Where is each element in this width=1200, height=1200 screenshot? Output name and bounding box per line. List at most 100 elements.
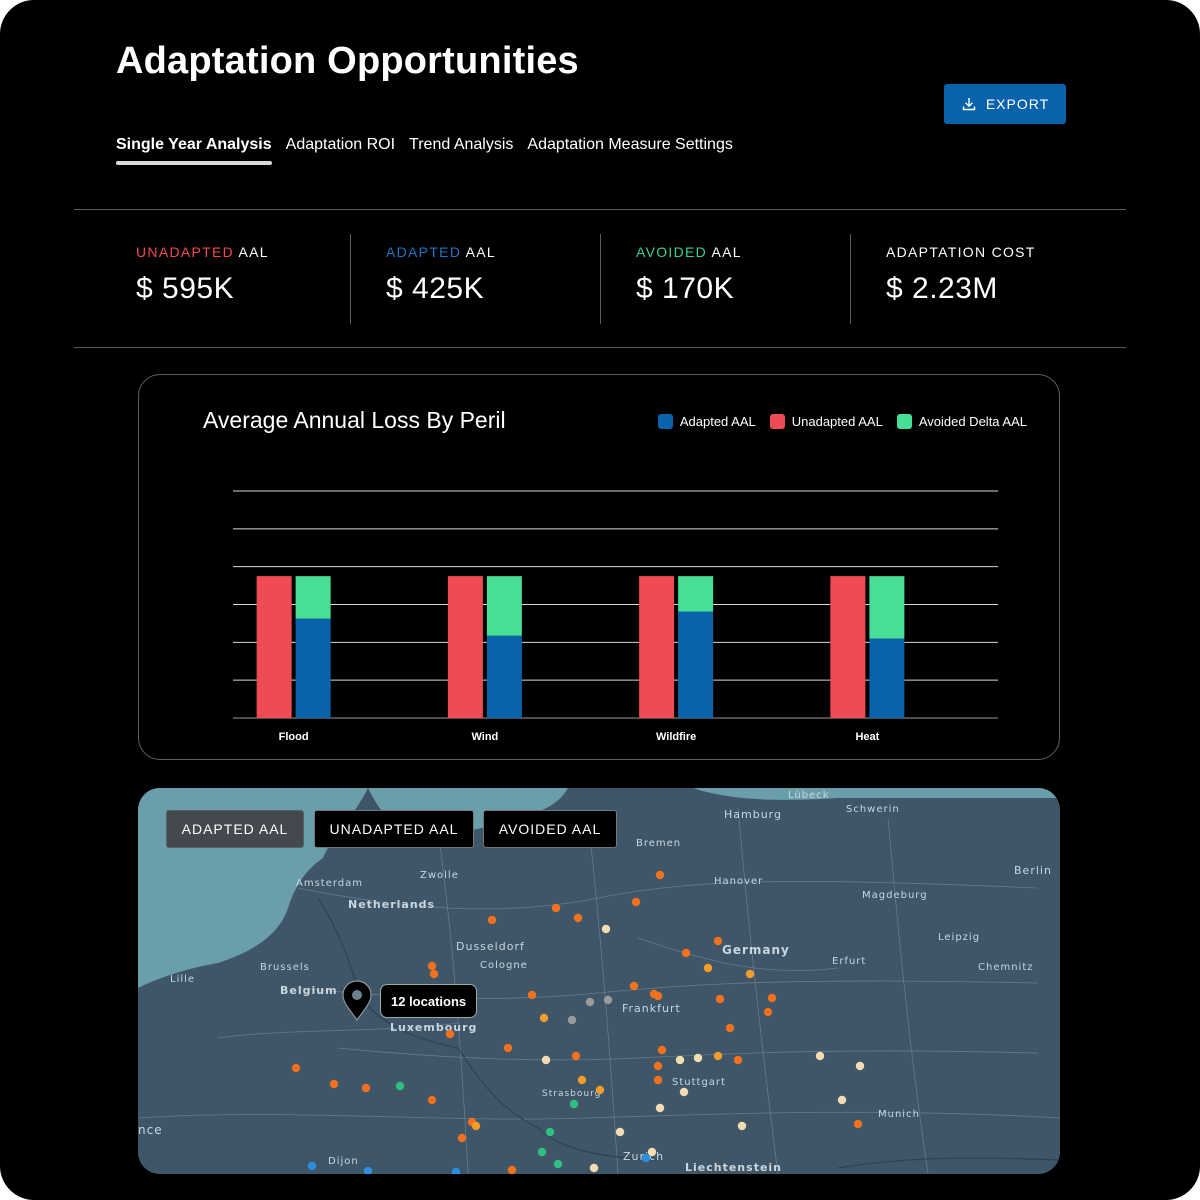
location-marker[interactable] — [681, 948, 691, 958]
location-marker[interactable] — [567, 1015, 577, 1025]
page-title: Adaptation Opportunities — [116, 40, 579, 82]
location-marker[interactable] — [551, 903, 561, 913]
location-marker[interactable] — [657, 1045, 667, 1055]
bar-avoided-flood[interactable] — [295, 576, 331, 619]
location-marker[interactable] — [655, 1103, 665, 1113]
tab-adaptation-measure-settings[interactable]: Adaptation Measure Settings — [527, 136, 733, 153]
adapted-aal-toggle[interactable]: ADAPTED AAL — [166, 810, 304, 848]
location-marker[interactable] — [457, 1133, 467, 1143]
unadapted-aal-toggle[interactable]: UNADAPTED AAL — [314, 810, 474, 848]
location-marker[interactable] — [329, 1079, 339, 1089]
location-marker[interactable] — [451, 1167, 461, 1174]
location-marker[interactable] — [503, 1043, 513, 1053]
location-marker[interactable] — [553, 1159, 563, 1169]
location-marker[interactable] — [767, 993, 777, 1003]
legend-item-adapted[interactable]: Adapted AAL — [657, 414, 756, 429]
map-label: Hanover — [714, 876, 763, 887]
location-marker[interactable] — [837, 1095, 847, 1105]
location-marker[interactable] — [653, 1075, 663, 1085]
location-pin-icon[interactable] — [340, 980, 374, 1027]
tab-adaptation-roi[interactable]: Adaptation ROI — [285, 136, 396, 153]
bar-avoided-wind[interactable] — [486, 576, 522, 636]
avoided-aal-toggle[interactable]: AVOIDED AAL — [483, 810, 617, 848]
location-marker[interactable] — [703, 963, 713, 973]
tab-single-year-analysis[interactable]: Single Year Analysis — [116, 136, 272, 165]
location-marker[interactable] — [571, 1051, 581, 1061]
location-marker[interactable] — [589, 1163, 599, 1173]
location-marker[interactable] — [569, 1099, 579, 1109]
location-marker[interactable] — [603, 995, 613, 1005]
location-marker[interactable] — [595, 1085, 605, 1095]
location-marker[interactable] — [737, 1121, 747, 1131]
legend-item-unadapted[interactable]: Unadapted AAL — [769, 414, 883, 429]
location-marker[interactable] — [361, 1083, 371, 1093]
map-label: Amsterdam — [296, 878, 363, 889]
location-marker[interactable] — [537, 1147, 547, 1157]
map-canvas[interactable]: Lübeck Schwerin Hamburg Bremen Berlin Amsterd… — [138, 788, 1060, 1174]
location-marker[interactable] — [445, 1029, 455, 1039]
borders — [317, 897, 1060, 1169]
location-marker[interactable] — [291, 1063, 301, 1073]
tab-trend-analysis[interactable]: Trend Analysis — [409, 136, 514, 153]
location-marker[interactable] — [615, 1127, 625, 1137]
location-marker[interactable] — [693, 1053, 703, 1063]
location-marker[interactable] — [641, 1153, 651, 1163]
loss-by-peril-chart: Flood Wind Wildfire Heat Average Annual Los… — [138, 374, 1060, 760]
location-marker[interactable] — [427, 961, 437, 971]
export-button[interactable]: EXPORT — [944, 84, 1066, 124]
locations-map[interactable]: Lübeck Schwerin Hamburg Bremen Berlin Amsterd… — [138, 788, 1060, 1174]
location-marker[interactable] — [745, 969, 755, 979]
location-marker[interactable] — [541, 1055, 551, 1065]
map-label: Liechtenstein — [685, 1161, 782, 1174]
location-marker[interactable] — [539, 1013, 549, 1023]
location-marker[interactable] — [585, 997, 595, 1007]
stat-value: $ 425K — [386, 272, 485, 305]
bar-adapted-wildfire[interactable] — [678, 611, 714, 718]
bar-unadapted-wind[interactable] — [447, 576, 483, 718]
location-marker[interactable] — [577, 1075, 587, 1085]
map-label: Lille — [170, 974, 195, 985]
map-label: Frankfurt — [622, 1002, 681, 1015]
location-marker[interactable] — [653, 1061, 663, 1071]
location-marker[interactable] — [507, 1165, 517, 1174]
location-marker[interactable] — [679, 1087, 689, 1097]
bar-adapted-wind[interactable] — [486, 635, 522, 718]
location-marker[interactable] — [429, 969, 439, 979]
location-marker[interactable] — [427, 1095, 437, 1105]
location-marker[interactable] — [471, 1121, 481, 1131]
location-marker[interactable] — [363, 1166, 373, 1174]
bar-avoided-wildfire[interactable] — [678, 576, 714, 612]
location-marker[interactable] — [713, 936, 723, 946]
location-marker[interactable] — [647, 1147, 657, 1157]
location-marker[interactable] — [815, 1051, 825, 1061]
location-marker[interactable] — [763, 1007, 773, 1017]
location-marker[interactable] — [675, 1055, 685, 1065]
map-label: Magdeburg — [862, 890, 928, 901]
bar-unadapted-heat[interactable] — [830, 576, 866, 718]
location-marker[interactable] — [601, 924, 611, 934]
location-marker[interactable] — [527, 990, 537, 1000]
location-marker[interactable] — [725, 1023, 735, 1033]
legend-swatch — [769, 414, 785, 429]
bar-adapted-flood[interactable] — [295, 618, 331, 718]
location-marker[interactable] — [487, 915, 497, 925]
legend-item-avoided[interactable]: Avoided Delta AAL — [896, 414, 1027, 429]
location-marker[interactable] — [855, 1061, 865, 1071]
bar-adapted-heat[interactable] — [869, 638, 905, 718]
location-marker[interactable] — [853, 1119, 863, 1129]
location-marker[interactable] — [395, 1081, 405, 1091]
location-marker[interactable] — [631, 897, 641, 907]
location-marker[interactable] — [733, 1055, 743, 1065]
bar-unadapted-wildfire[interactable] — [639, 576, 675, 718]
map-label: Brussels — [260, 962, 310, 973]
bar-avoided-heat[interactable] — [869, 576, 905, 639]
location-marker[interactable] — [713, 1051, 723, 1061]
location-marker[interactable] — [655, 870, 665, 880]
location-marker[interactable] — [653, 991, 663, 1001]
location-marker[interactable] — [715, 994, 725, 1004]
location-marker[interactable] — [307, 1161, 317, 1171]
location-marker[interactable] — [629, 981, 639, 991]
bar-unadapted-flood[interactable] — [256, 576, 292, 718]
location-marker[interactable] — [545, 1127, 555, 1137]
location-marker[interactable] — [573, 913, 583, 923]
